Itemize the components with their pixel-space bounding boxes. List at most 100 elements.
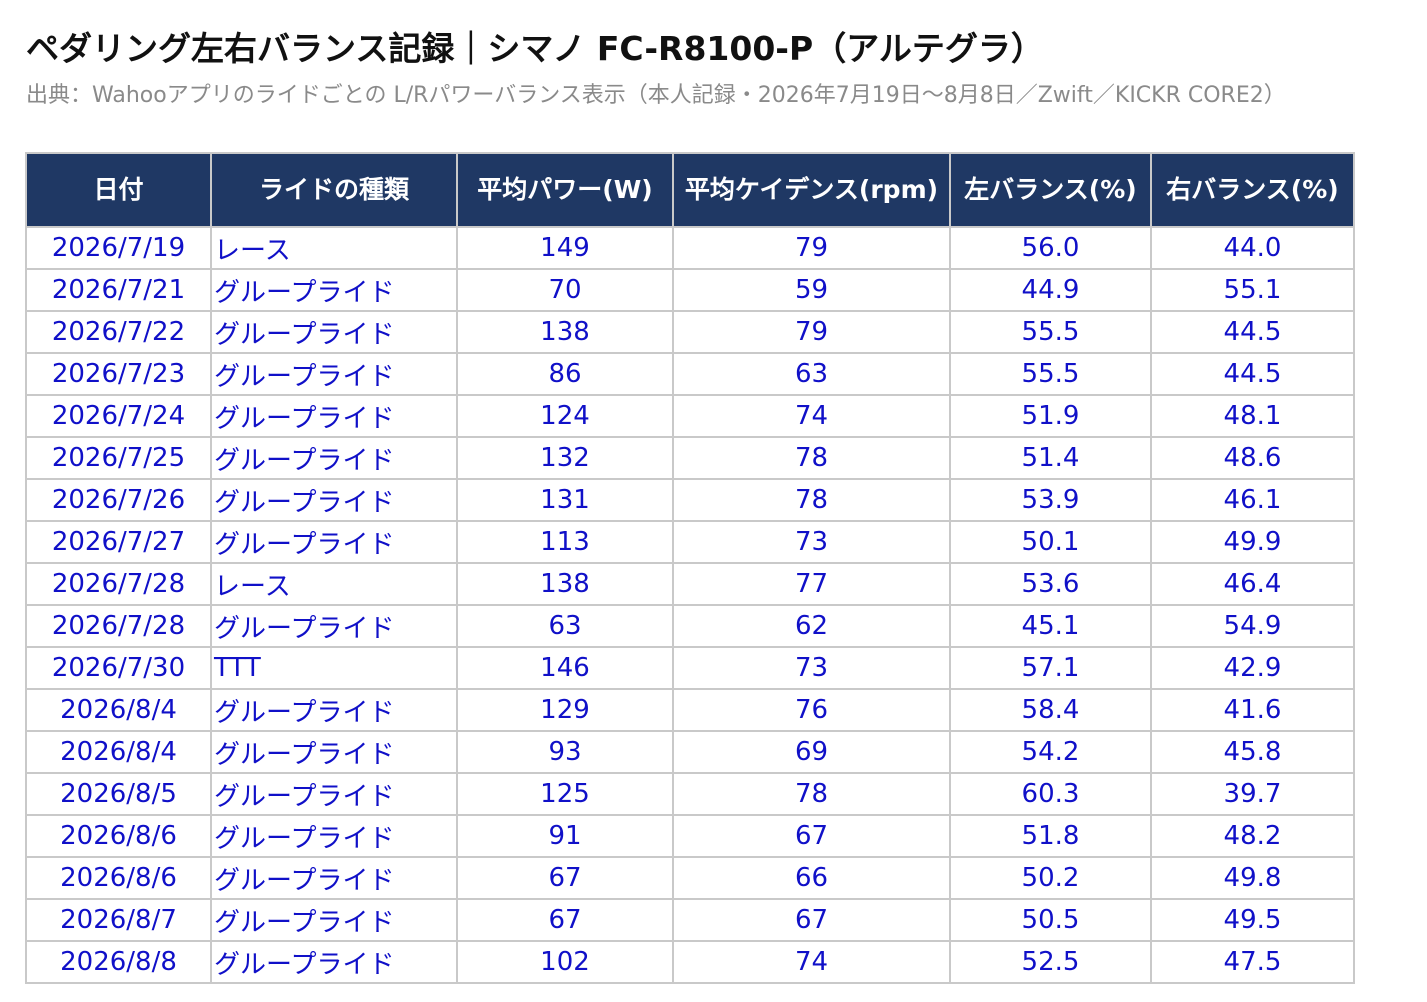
date-cell: 2026/8/5 bbox=[25, 772, 212, 816]
avg-power-cell: 93 bbox=[456, 730, 674, 774]
date-cell: 2026/8/4 bbox=[25, 730, 212, 774]
ride-type-cell: グループライド bbox=[210, 898, 458, 942]
avg-power-cell: 70 bbox=[456, 268, 674, 312]
right-balance-cell: 49.5 bbox=[1150, 898, 1355, 942]
table-row: 2026/7/22 グループライド 138 79 55.5 44.5 bbox=[25, 310, 1355, 354]
avg-power-cell: 149 bbox=[456, 226, 674, 270]
ride-type-cell: グループライド bbox=[210, 940, 458, 984]
table-row: 2026/7/28 レース 138 77 53.6 46.4 bbox=[25, 562, 1355, 606]
right-balance-cell: 48.1 bbox=[1150, 394, 1355, 438]
left-balance-cell: 57.1 bbox=[949, 646, 1152, 690]
table-row: 2026/8/6 グループライド 91 67 51.8 48.2 bbox=[25, 814, 1355, 858]
left-balance-cell: 51.4 bbox=[949, 436, 1152, 480]
avg-cadence-cell: 67 bbox=[672, 898, 951, 942]
right-balance-cell: 55.1 bbox=[1150, 268, 1355, 312]
header-ride-type: ライドの種類 bbox=[210, 152, 458, 228]
right-balance-cell: 42.9 bbox=[1150, 646, 1355, 690]
table-row: 2026/8/4 グループライド 129 76 58.4 41.6 bbox=[25, 688, 1355, 732]
ride-type-cell: グループライド bbox=[210, 310, 458, 354]
date-cell: 2026/7/22 bbox=[25, 310, 212, 354]
right-balance-cell: 47.5 bbox=[1150, 940, 1355, 984]
ride-type-cell: グループライド bbox=[210, 478, 458, 522]
table-row: 2026/7/28 グループライド 63 62 45.1 54.9 bbox=[25, 604, 1355, 648]
ride-type-cell: グループライド bbox=[210, 688, 458, 732]
right-balance-cell: 48.2 bbox=[1150, 814, 1355, 858]
table-body: 2026/7/19 レース 149 79 56.0 44.0 2026/7/21 グループライ… bbox=[25, 226, 1355, 984]
avg-cadence-cell: 78 bbox=[672, 478, 951, 522]
table-row: 2026/8/4 グループライド 93 69 54.2 45.8 bbox=[25, 730, 1355, 774]
right-balance-cell: 48.6 bbox=[1150, 436, 1355, 480]
table-row: 2026/8/6 グループライド 67 66 50.2 49.8 bbox=[25, 856, 1355, 900]
date-cell: 2026/7/25 bbox=[25, 436, 212, 480]
right-balance-cell: 49.8 bbox=[1150, 856, 1355, 900]
left-balance-cell: 53.6 bbox=[949, 562, 1152, 606]
header-avg-cadence: 平均ケイデンス(rpm) bbox=[672, 152, 951, 228]
left-balance-cell: 51.9 bbox=[949, 394, 1152, 438]
right-balance-cell: 39.7 bbox=[1150, 772, 1355, 816]
date-cell: 2026/7/23 bbox=[25, 352, 212, 396]
header-avg-power: 平均パワー(W) bbox=[456, 152, 674, 228]
ride-type-cell: レース bbox=[210, 562, 458, 606]
avg-cadence-cell: 73 bbox=[672, 520, 951, 564]
date-cell: 2026/7/21 bbox=[25, 268, 212, 312]
balance-table-container: 日付 ライドの種類 平均パワー(W) 平均ケイデンス(rpm) 左バランス(%)… bbox=[25, 152, 1355, 984]
right-balance-cell: 41.6 bbox=[1150, 688, 1355, 732]
right-balance-cell: 46.1 bbox=[1150, 478, 1355, 522]
avg-power-cell: 124 bbox=[456, 394, 674, 438]
date-cell: 2026/7/26 bbox=[25, 478, 212, 522]
header-left-balance: 左バランス(%) bbox=[949, 152, 1152, 228]
avg-cadence-cell: 77 bbox=[672, 562, 951, 606]
ride-type-cell: グループライド bbox=[210, 730, 458, 774]
avg-cadence-cell: 79 bbox=[672, 310, 951, 354]
ride-type-cell: グループライド bbox=[210, 394, 458, 438]
ride-type-cell: レース bbox=[210, 226, 458, 270]
right-balance-cell: 45.8 bbox=[1150, 730, 1355, 774]
date-cell: 2026/7/28 bbox=[25, 562, 212, 606]
avg-power-cell: 138 bbox=[456, 562, 674, 606]
avg-power-cell: 86 bbox=[456, 352, 674, 396]
right-balance-cell: 44.5 bbox=[1150, 310, 1355, 354]
ride-type-cell: グループライド bbox=[210, 856, 458, 900]
left-balance-cell: 50.2 bbox=[949, 856, 1152, 900]
left-balance-cell: 58.4 bbox=[949, 688, 1152, 732]
ride-type-cell: グループライド bbox=[210, 772, 458, 816]
table-row: 2026/8/5 グループライド 125 78 60.3 39.7 bbox=[25, 772, 1355, 816]
avg-cadence-cell: 69 bbox=[672, 730, 951, 774]
avg-power-cell: 132 bbox=[456, 436, 674, 480]
left-balance-cell: 50.5 bbox=[949, 898, 1152, 942]
left-balance-cell: 54.2 bbox=[949, 730, 1152, 774]
avg-cadence-cell: 76 bbox=[672, 688, 951, 732]
right-balance-cell: 49.9 bbox=[1150, 520, 1355, 564]
avg-cadence-cell: 74 bbox=[672, 940, 951, 984]
header-date: 日付 bbox=[25, 152, 212, 228]
left-balance-cell: 55.5 bbox=[949, 310, 1152, 354]
avg-cadence-cell: 79 bbox=[672, 226, 951, 270]
table-row: 2026/7/25 グループライド 132 78 51.4 48.6 bbox=[25, 436, 1355, 480]
left-balance-cell: 60.3 bbox=[949, 772, 1152, 816]
ride-type-cell: グループライド bbox=[210, 814, 458, 858]
avg-cadence-cell: 78 bbox=[672, 772, 951, 816]
avg-cadence-cell: 62 bbox=[672, 604, 951, 648]
left-balance-cell: 45.1 bbox=[949, 604, 1152, 648]
table-row: 2026/7/21 グループライド 70 59 44.9 55.1 bbox=[25, 268, 1355, 312]
avg-cadence-cell: 67 bbox=[672, 814, 951, 858]
date-cell: 2026/7/19 bbox=[25, 226, 212, 270]
table-row: 2026/8/8 グループライド 102 74 52.5 47.5 bbox=[25, 940, 1355, 984]
ride-type-cell: グループライド bbox=[210, 268, 458, 312]
date-cell: 2026/8/6 bbox=[25, 814, 212, 858]
right-balance-cell: 44.0 bbox=[1150, 226, 1355, 270]
avg-cadence-cell: 73 bbox=[672, 646, 951, 690]
avg-power-cell: 146 bbox=[456, 646, 674, 690]
table-row: 2026/7/27 グループライド 113 73 50.1 49.9 bbox=[25, 520, 1355, 564]
table-row: 2026/7/26 グループライド 131 78 53.9 46.1 bbox=[25, 478, 1355, 522]
date-cell: 2026/7/27 bbox=[25, 520, 212, 564]
table-header: 日付 ライドの種類 平均パワー(W) 平均ケイデンス(rpm) 左バランス(%)… bbox=[25, 152, 1355, 228]
date-cell: 2026/7/30 bbox=[25, 646, 212, 690]
avg-power-cell: 102 bbox=[456, 940, 674, 984]
date-cell: 2026/7/28 bbox=[25, 604, 212, 648]
date-cell: 2026/7/24 bbox=[25, 394, 212, 438]
left-balance-cell: 55.5 bbox=[949, 352, 1152, 396]
right-balance-cell: 44.5 bbox=[1150, 352, 1355, 396]
date-cell: 2026/8/7 bbox=[25, 898, 212, 942]
source-note: 出典：Wahooアプリのライドごとの L/Rパワーバランス表示（本人記録・202… bbox=[26, 83, 1286, 108]
